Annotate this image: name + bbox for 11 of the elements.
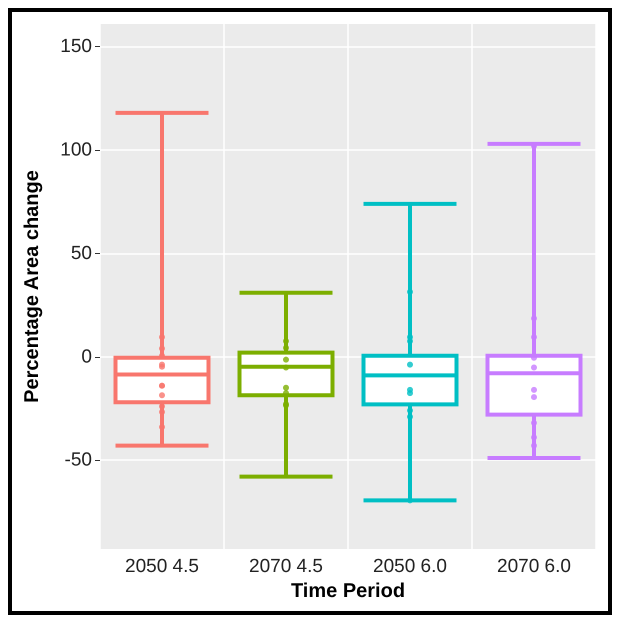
y-tick-label: 100	[60, 140, 92, 161]
x-tick-label: 2050 6.0	[373, 556, 447, 577]
y-tick-label: 50	[70, 242, 92, 264]
y-axis-title: Percentage Area change	[21, 170, 43, 403]
x-tick-label: 2070 6.0	[497, 556, 571, 577]
y-tick-label: -50	[64, 450, 92, 471]
x-axis-title: Time Period	[290, 580, 406, 602]
y-tick-label: 0	[81, 346, 92, 368]
y-tick-label: 150	[60, 36, 92, 58]
x-tick-label: 2070 4.5	[249, 556, 323, 577]
x-tick-label: 2050 4.5	[125, 556, 199, 577]
